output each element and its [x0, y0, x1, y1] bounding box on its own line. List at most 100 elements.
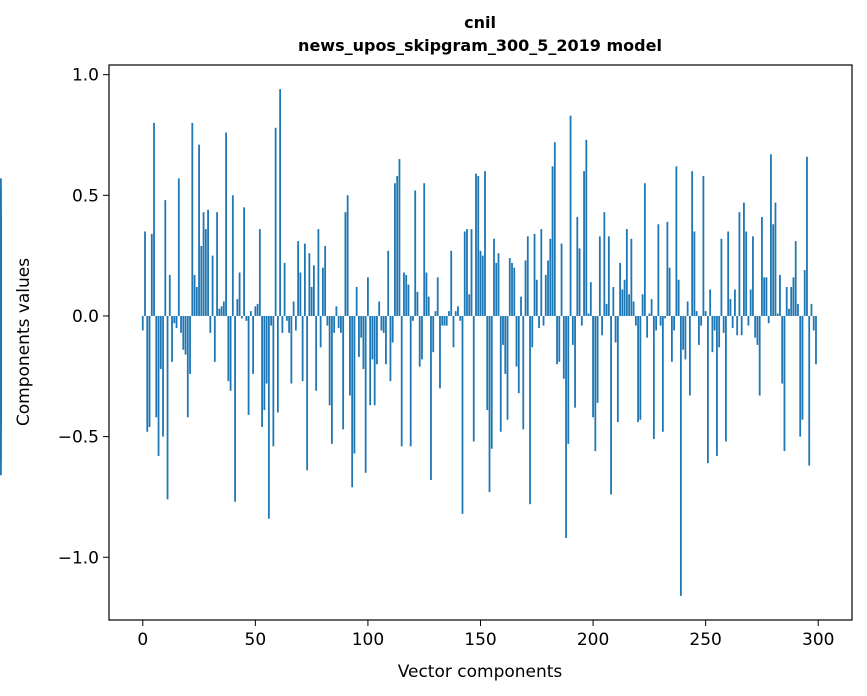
bar: [315, 315, 318, 391]
bar: [418, 315, 421, 367]
bar: [243, 207, 245, 316]
bar: [515, 315, 518, 367]
bar: [225, 132, 227, 316]
bar: [790, 287, 793, 316]
bar: [436, 277, 439, 316]
bar: [774, 202, 777, 316]
bar: [391, 315, 394, 343]
bar: [495, 262, 498, 316]
bar: [319, 315, 322, 348]
bar: [398, 159, 401, 316]
bar: [180, 315, 182, 333]
bar: [578, 248, 581, 316]
bar: [799, 315, 802, 437]
bar: [657, 224, 660, 316]
bar: [175, 315, 178, 329]
bar: [531, 315, 534, 348]
y-tick-label: −1.0: [58, 548, 99, 568]
bar: [722, 315, 725, 333]
bar: [400, 315, 403, 447]
bar: [148, 315, 151, 427]
bar: [702, 176, 705, 316]
bar: [756, 315, 759, 345]
bar: [506, 315, 509, 420]
bar: [664, 315, 667, 319]
chart-title: cnil: [464, 13, 496, 32]
bar: [752, 236, 754, 316]
bar: [448, 311, 450, 316]
bar: [173, 315, 176, 324]
bar: [294, 315, 297, 331]
bar: [686, 301, 689, 316]
x-tick-label: 200: [577, 630, 609, 650]
bar: [695, 311, 698, 316]
bar: [484, 171, 486, 316]
bar: [430, 315, 432, 481]
bar: [661, 315, 664, 432]
bar: [355, 287, 358, 316]
bar: [303, 243, 306, 316]
bar: [700, 315, 703, 326]
y-tick-label: 1.0: [72, 66, 99, 86]
bar: [646, 315, 649, 338]
bar: [360, 315, 363, 338]
bar: [333, 315, 336, 333]
bar: [693, 231, 696, 316]
plot-frame: [108, 64, 853, 621]
bars-group: [0, 89, 817, 596]
bar: [218, 308, 221, 316]
bar: [445, 315, 448, 326]
bar: [310, 287, 313, 316]
bar: [159, 315, 162, 370]
bar: [171, 315, 173, 362]
bar: [788, 308, 790, 316]
bar: [146, 315, 149, 432]
bar: [321, 267, 324, 316]
bar: [342, 315, 345, 430]
bar: [216, 212, 218, 316]
bar: [767, 315, 770, 324]
bar: [533, 233, 536, 316]
bar: [258, 229, 261, 316]
bar: [220, 306, 223, 316]
bar: [463, 231, 466, 316]
bar: [772, 224, 775, 316]
bar: [0, 315, 2, 329]
bar: [592, 315, 594, 418]
bar: [499, 315, 502, 432]
bar: [189, 315, 191, 374]
bar: [812, 315, 815, 331]
bar: [200, 245, 203, 316]
bar: [610, 315, 612, 495]
bar: [666, 221, 669, 316]
chart-subtitle: news_upos_skipgram_300_5_2019 model: [298, 36, 662, 55]
bar: [283, 262, 286, 316]
bar: [709, 289, 712, 316]
bar: [0, 212, 2, 316]
bar: [565, 315, 567, 538]
bar: [567, 315, 570, 444]
bar: [466, 229, 468, 316]
bar: [274, 127, 277, 316]
bar: [576, 217, 579, 316]
bar: [382, 315, 385, 333]
bar: [612, 287, 615, 316]
bar: [815, 315, 817, 365]
bar: [202, 212, 205, 316]
bar: [740, 315, 743, 336]
bar: [209, 315, 212, 333]
bar: [749, 289, 752, 316]
bar: [168, 274, 171, 316]
bar: [331, 315, 333, 444]
bar: [558, 315, 561, 362]
bar: [720, 238, 723, 316]
bar: [254, 306, 257, 316]
bar: [234, 315, 236, 502]
bar: [349, 315, 351, 396]
bar: [414, 190, 417, 316]
bar: [770, 154, 772, 316]
bar: [488, 315, 491, 493]
bar: [236, 299, 239, 316]
bar: [364, 315, 367, 473]
